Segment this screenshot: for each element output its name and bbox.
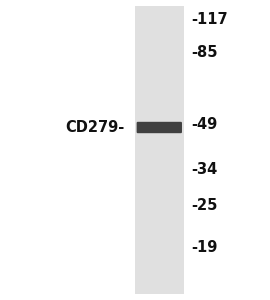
Bar xyxy=(135,6,184,294)
Text: -25: -25 xyxy=(192,198,218,213)
Text: -34: -34 xyxy=(192,162,218,177)
FancyBboxPatch shape xyxy=(137,122,182,133)
Text: -85: -85 xyxy=(192,45,218,60)
Text: -19: -19 xyxy=(192,240,218,255)
Text: -49: -49 xyxy=(192,117,218,132)
Text: -117: -117 xyxy=(192,12,228,27)
Text: CD279-: CD279- xyxy=(65,120,124,135)
